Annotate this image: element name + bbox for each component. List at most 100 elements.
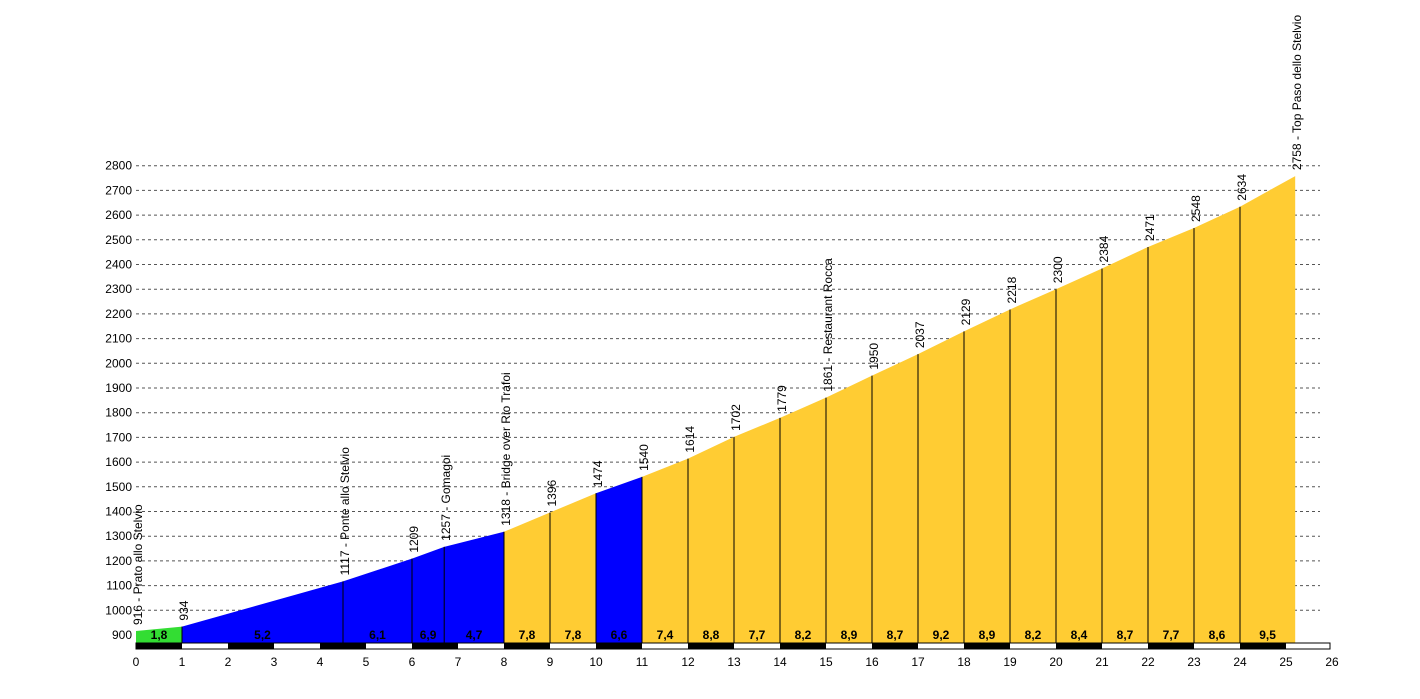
x-tick-label: 14 [773,655,787,669]
y-tick-label: 1000 [105,603,132,617]
elevation-annotation: 2634 [1235,174,1249,201]
profile-segment [1194,206,1240,643]
gradient-label: 7,8 [519,628,536,642]
distance-scale-bar [135,642,1331,650]
gradient-label: 8,9 [841,628,858,642]
y-tick-label: 2200 [105,307,132,321]
profile-area-layer [136,176,1296,643]
profile-segment [688,436,734,643]
scale-bar-block [412,643,458,649]
profile-segment [182,581,343,643]
elevation-annotation: 2129 [959,298,973,325]
scale-bar-block [964,643,1010,649]
profile-segment [1240,176,1296,643]
elevation-annotation: 1540 [637,444,651,471]
elevation-annotation: 1474 [591,460,605,487]
x-tick-label: 0 [133,655,140,669]
profile-segment [343,558,412,643]
x-tick-label: 5 [363,655,370,669]
gradient-label: 6,6 [611,628,628,642]
gradient-label: 9,5 [1259,628,1276,642]
scale-bar-block [228,643,274,649]
scale-bar-block [504,643,550,649]
elevation-annotation: 916 - Prato allo Stelvio [131,504,145,625]
y-tick-label: 1400 [105,505,132,519]
scale-bar-block [1148,643,1194,649]
elevation-annotation: 1950 [867,343,881,370]
segment-divider-layer [181,206,1241,643]
y-tick-label: 2000 [105,356,132,370]
profile-segment [504,512,550,643]
x-tick-label: 15 [819,655,833,669]
profile-segment [412,546,445,643]
profile-segment [826,375,872,643]
gradient-label: 1,8 [151,628,168,642]
profile-segment [918,331,964,643]
elevation-annotation: 2758 - Top Paso dello Stelvio [1290,15,1304,171]
x-tick-label: 26 [1325,655,1339,669]
gradient-label: 8,2 [795,628,812,642]
elevation-annotation: 2548 [1189,195,1203,222]
x-tick-label: 25 [1279,655,1293,669]
scale-bar-block [596,643,642,649]
x-tick-label: 24 [1233,655,1247,669]
x-tick-label: 19 [1003,655,1017,669]
elevation-annotation: 2384 [1097,235,1111,262]
y-tick-label: 1700 [105,430,132,444]
profile-segment [1148,227,1194,643]
gradient-label: 5,2 [254,628,271,642]
x-tick-label: 18 [957,655,971,669]
profile-segment [136,626,182,643]
x-tick-label: 16 [865,655,879,669]
y-tick-label: 1900 [105,381,132,395]
profile-segment [1056,268,1102,643]
x-tick-label: 8 [501,655,508,669]
y-tick-label: 2100 [105,332,132,346]
profile-segment [734,417,780,643]
profile-segment [780,397,826,643]
elevation-annotation: 934 [177,600,191,620]
gradient-label: 8,7 [1117,628,1134,642]
scale-bar-block [688,643,734,649]
gradient-label: 8,7 [887,628,904,642]
y-tick-label: 2500 [105,233,132,247]
y-tick-label: 1200 [105,554,132,568]
gradient-label: 8,8 [703,628,720,642]
scale-bar-block [136,643,182,649]
x-tick-label: 20 [1049,655,1063,669]
gradient-label: 6,9 [420,628,437,642]
x-tick-label: 4 [317,655,324,669]
profile-segment [550,493,596,643]
gradient-label: 7,4 [657,628,674,642]
elevation-annotation: 1861 - Restaurant Rocca [821,258,835,392]
x-tick-label: 3 [271,655,278,669]
elevation-annotation: 2218 [1005,276,1019,303]
elevation-annotations: 916 - Prato allo Stelvio 934 1117 - Ponte … [131,15,1304,626]
gradient-label: 7,8 [565,628,582,642]
elevation-annotation: 2037 [913,321,927,348]
elevation-annotation: 2300 [1051,256,1065,283]
gradient-label: 7,7 [1163,628,1180,642]
gradient-label: 8,2 [1025,628,1042,642]
y-tick-label: 1300 [105,529,132,543]
x-tick-label: 11 [636,655,649,669]
x-tick-label: 10 [589,655,603,669]
x-tick-label: 1 [179,655,186,669]
elevation-annotation: 2471 [1143,214,1157,241]
y-tick-label: 2400 [105,258,132,272]
gradient-label: 8,4 [1071,628,1088,642]
gradient-label-layer: 1,8 5,2 6,1 6,9 4,7 7,8 7,8 6,6 7,4 8,8 7,7 8,2 8,9 8… [151,628,1277,642]
elevation-annotation: 1702 [729,404,743,431]
elevation-annotation: 1117 - Ponte allo Stelvio [338,447,352,576]
profile-segment [444,531,504,643]
y-tick-label: 2600 [105,208,132,222]
x-tick-label: 13 [727,655,741,669]
y-tick-label: 1800 [105,406,132,420]
y-tick-label: 1100 [106,579,132,593]
scale-bar-block [872,643,918,649]
profile-segment [1102,246,1148,643]
elevation-annotation: 1209 [407,526,421,553]
x-axis-ticks: 0 1 2 3 4 5 6 7 8 9 10 11 12 13 14 15 16 17 18 19 20 21 22 23 24… [133,655,1339,669]
gradient-label: 7,7 [749,628,766,642]
